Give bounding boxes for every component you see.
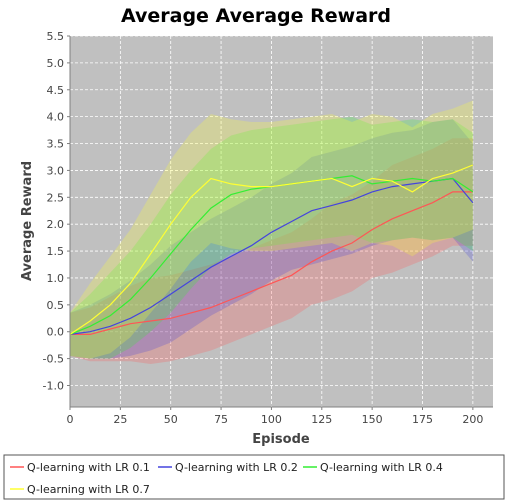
- y-tick-label: 5.0: [47, 57, 65, 70]
- series-band-1: [70, 138, 473, 364]
- y-tick-label: -0.5: [43, 353, 64, 366]
- y-tick-label: 2.5: [47, 191, 65, 204]
- x-tick-label: 175: [412, 413, 433, 426]
- series-line-1: [70, 191, 473, 335]
- chart-title: Average Average Reward: [121, 5, 391, 27]
- series-band-4: [70, 100, 473, 359]
- x-tick-label: 150: [362, 413, 383, 426]
- grid: [69, 35, 493, 407]
- legend: Q-learning with LR 0.1 Q-learning with LR…: [10, 461, 443, 496]
- y-tick-label: 4.5: [47, 84, 65, 97]
- series-line-4: [69, 164, 474, 335]
- y-axis-title: Average Reward: [20, 161, 35, 281]
- y-tick-label: 0.5: [47, 299, 65, 312]
- legend-label: Q-learning with LR 0.1: [27, 461, 150, 474]
- y-tick-label: 4.0: [47, 111, 65, 124]
- x-tick-label: 100: [261, 413, 282, 426]
- y-tick-label: 3.5: [47, 138, 65, 151]
- x-axis-title: Episode: [252, 432, 310, 447]
- series-lines: [69, 164, 474, 335]
- series-band-3: [70, 116, 473, 359]
- y-tick-label: -1.0: [43, 379, 64, 392]
- x-tick-label: 0: [67, 413, 74, 426]
- series-band-2: [70, 119, 473, 359]
- y-axis-ticks: -1.0 -0.5 0.0 0.5 1.0 1.5 2.0 2.5 3.0 3.5 4.0 4.5 5.…: [43, 30, 70, 392]
- legend-label: Q-learning with LR 0.4: [320, 461, 443, 474]
- y-tick-label: 1.0: [47, 272, 65, 285]
- y-tick-label: 1.5: [47, 245, 65, 258]
- series-bands: [70, 100, 473, 364]
- x-tick-label: 50: [164, 413, 178, 426]
- x-tick-label: 75: [214, 413, 228, 426]
- y-tick-label: 0.0: [47, 326, 65, 339]
- legend-box: [3, 454, 505, 500]
- y-tick-label: 2.0: [47, 218, 65, 231]
- legend-label: Q-learning with LR 0.7: [27, 483, 150, 496]
- x-tick-label: 25: [113, 413, 127, 426]
- x-tick-label: 125: [311, 413, 332, 426]
- series-line-2: [69, 177, 474, 335]
- x-axis-ticks: 0 25 50 75 100 125 150 175 200: [67, 407, 483, 426]
- legend-label: Q-learning with LR 0.2: [175, 461, 298, 474]
- x-tick-label: 200: [462, 413, 483, 426]
- y-tick-label: 3.0: [47, 164, 65, 177]
- y-tick-label: 5.5: [47, 30, 65, 43]
